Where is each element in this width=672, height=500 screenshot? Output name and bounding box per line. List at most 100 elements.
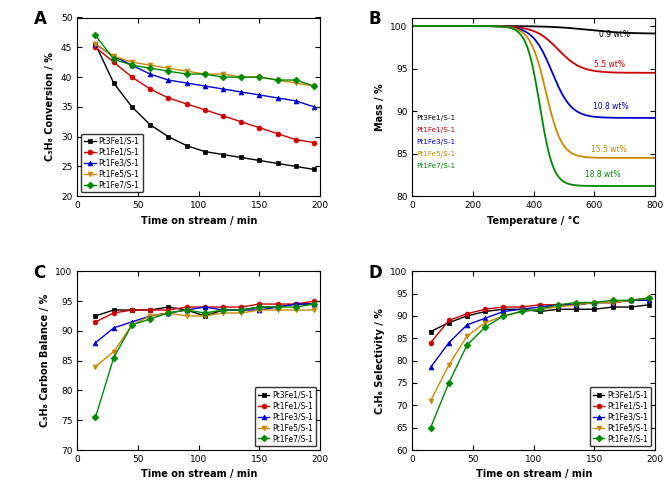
Line: Pt1Fe7/S-1: Pt1Fe7/S-1 (413, 26, 655, 186)
Pt1Fe5/S-1 (518, 29, 526, 35)
Pt3Fe1/S-1 (201, 313, 209, 319)
Pt1Fe7/S-1 (292, 304, 300, 310)
Pt3Fe1/S-1 (128, 104, 136, 110)
Pt3Fe1/S-1 (165, 304, 173, 310)
Pt3Fe1/S-1 (591, 306, 599, 312)
Pt3Fe1/S-1 (91, 313, 99, 319)
Y-axis label: C₃H₆ Selectivity / %: C₃H₆ Selectivity / % (375, 308, 384, 414)
Pt1Fe7/S-1 (219, 74, 227, 80)
Text: 5.5 wt%: 5.5 wt% (595, 60, 626, 69)
Line: Pt1Fe7/S-1: Pt1Fe7/S-1 (428, 296, 652, 430)
Line: Pt1Fe3/S-1: Pt1Fe3/S-1 (93, 302, 317, 345)
Pt1Fe7/S-1 (255, 304, 263, 310)
Pt3Fe1/S-1 (146, 307, 154, 313)
Pt3Fe1/S-1 (183, 142, 191, 148)
Pt3Fe1/S-1 (292, 301, 300, 307)
Pt1Fe3/S-1 (128, 319, 136, 325)
Y-axis label: Mass / %: Mass / % (375, 83, 384, 130)
Pt3Fe1/S-1 (518, 23, 526, 29)
Pt1Fe5/S-1 (201, 313, 209, 319)
Pt3Fe1/S-1 (636, 30, 644, 36)
Text: D: D (369, 264, 382, 282)
Pt1Fe1/S-1 (627, 298, 635, 304)
Pt3Fe1/S-1 (645, 302, 653, 308)
Pt1Fe1/S-1 (146, 86, 154, 92)
Pt1Fe1/S-1 (310, 140, 318, 145)
Pt1Fe7/S-1 (310, 301, 318, 307)
Pt1Fe7/S-1 (651, 183, 659, 189)
Pt3Fe1/S-1 (310, 301, 318, 307)
Pt1Fe3/S-1 (255, 307, 263, 313)
Pt1Fe5/S-1 (165, 310, 173, 316)
Pt1Fe5/S-1 (517, 308, 526, 314)
Pt1Fe5/S-1 (413, 23, 421, 29)
Pt1Fe3/S-1 (91, 42, 99, 48)
Pt3Fe1/S-1 (310, 166, 318, 172)
Pt1Fe5/S-1 (409, 23, 417, 29)
Pt1Fe1/S-1 (292, 301, 300, 307)
Pt1Fe1/S-1 (128, 307, 136, 313)
Pt1Fe3/S-1 (128, 62, 136, 68)
Line: Pt1Fe1/S-1: Pt1Fe1/S-1 (428, 296, 652, 345)
Text: Pt1Fe7/S-1: Pt1Fe7/S-1 (416, 162, 455, 168)
Pt1Fe5/S-1 (255, 74, 263, 80)
Pt1Fe1/S-1 (651, 70, 659, 76)
Pt3Fe1/S-1 (237, 154, 245, 160)
Pt1Fe5/S-1 (110, 348, 118, 354)
Pt1Fe5/S-1 (146, 313, 154, 319)
Pt1Fe5/S-1 (91, 364, 99, 370)
Pt3Fe1/S-1 (219, 152, 227, 158)
Pt1Fe3/S-1 (91, 340, 99, 346)
Pt1Fe7/S-1 (463, 342, 471, 348)
Pt1Fe5/S-1 (499, 313, 507, 319)
Pt1Fe3/S-1 (533, 38, 541, 44)
Pt1Fe1/S-1 (554, 302, 562, 308)
Pt1Fe7/S-1 (91, 32, 99, 38)
Pt1Fe1/S-1 (591, 300, 599, 306)
Pt1Fe3/S-1 (183, 307, 191, 313)
Pt1Fe3/S-1 (409, 23, 417, 29)
Pt1Fe5/S-1 (591, 300, 599, 306)
Pt1Fe3/S-1 (517, 306, 526, 312)
Pt1Fe5/S-1 (481, 320, 489, 326)
Pt1Fe7/S-1 (409, 23, 417, 29)
Pt1Fe7/S-1 (310, 83, 318, 89)
Pt1Fe7/S-1 (183, 307, 191, 313)
Line: Pt1Fe7/S-1: Pt1Fe7/S-1 (93, 33, 317, 88)
Pt1Fe1/S-1 (146, 307, 154, 313)
Pt1Fe3/S-1 (536, 304, 544, 310)
Pt1Fe5/S-1 (627, 298, 635, 304)
Pt3Fe1/S-1 (201, 148, 209, 154)
Pt1Fe7/S-1 (146, 65, 154, 71)
Pt1Fe5/S-1 (165, 65, 173, 71)
Pt3Fe1/S-1 (91, 42, 99, 48)
Pt1Fe3/S-1 (165, 310, 173, 316)
Pt1Fe7/S-1 (146, 316, 154, 322)
Pt1Fe1/S-1 (499, 304, 507, 310)
Pt1Fe5/S-1 (128, 59, 136, 65)
Pt1Fe1/S-1 (310, 298, 318, 304)
Pt1Fe1/S-1 (536, 302, 544, 308)
Pt1Fe1/S-1 (201, 107, 209, 113)
Pt1Fe1/S-1 (518, 25, 526, 31)
Pt1Fe5/S-1 (183, 313, 191, 319)
Text: 10.8 wt%: 10.8 wt% (593, 102, 628, 112)
Pt3Fe1/S-1 (110, 307, 118, 313)
Pt1Fe5/S-1 (219, 71, 227, 77)
Pt1Fe5/S-1 (201, 71, 209, 77)
Pt1Fe7/S-1 (219, 307, 227, 313)
Pt3Fe1/S-1 (165, 134, 173, 140)
Pt1Fe3/S-1 (201, 304, 209, 310)
Line: Pt1Fe5/S-1: Pt1Fe5/S-1 (93, 308, 317, 369)
Pt1Fe3/S-1 (292, 98, 300, 104)
Pt1Fe3/S-1 (609, 300, 617, 306)
Pt1Fe3/S-1 (201, 83, 209, 89)
Pt1Fe5/S-1 (91, 42, 99, 48)
Pt1Fe1/S-1 (91, 319, 99, 325)
Pt1Fe7/S-1 (255, 74, 263, 80)
Pt3Fe1/S-1 (255, 158, 263, 164)
Pt1Fe1/S-1 (463, 310, 471, 316)
Pt1Fe5/S-1 (237, 310, 245, 316)
Pt1Fe3/S-1 (274, 95, 282, 101)
Line: Pt3Fe1/S-1: Pt3Fe1/S-1 (93, 302, 317, 318)
